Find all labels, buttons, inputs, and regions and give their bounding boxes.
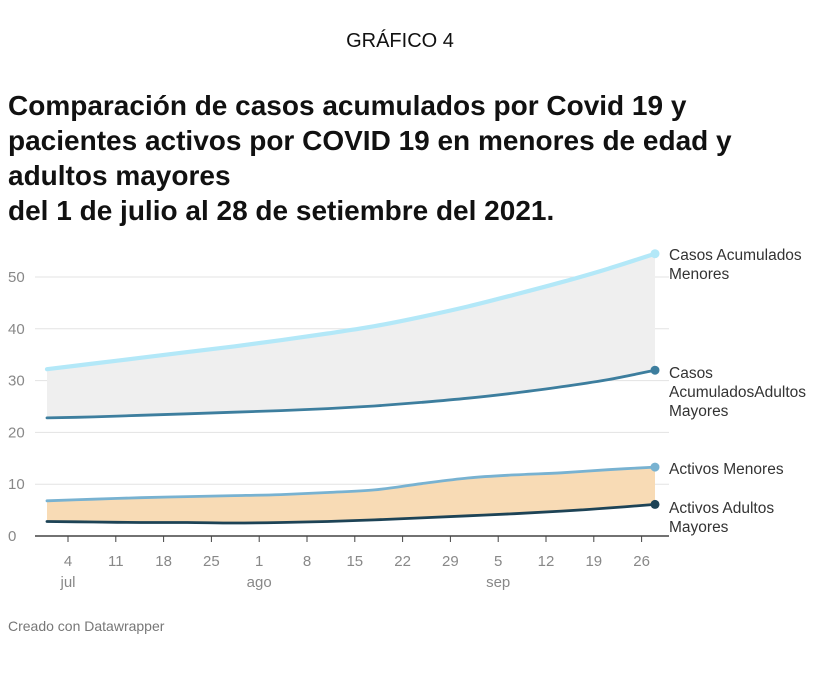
x-tick-label: 15	[346, 553, 363, 570]
series-label-casos_adultos: Casos AcumuladosAdultos Mayores	[669, 365, 806, 420]
x-tick-label: 1	[255, 553, 263, 570]
y-tick-label: 40	[8, 321, 25, 338]
series-line-casos_adultos	[45, 368, 657, 420]
chart-title-line-1: Comparación de casos acumulados por Covi…	[8, 90, 687, 121]
x-month-label: sep	[486, 574, 510, 591]
series-label-casos_menores: Casos Acumulados Menores	[669, 247, 802, 283]
y-tick-label: 50	[8, 269, 25, 286]
series-label-activos_menores: Activos Menores	[669, 461, 784, 478]
x-tick-label: 29	[442, 553, 459, 570]
series-label-line: Mayores	[669, 403, 729, 420]
x-tick-label: 11	[108, 553, 124, 570]
series-label-line: Mayores	[669, 519, 729, 536]
chart-title: Comparación de casos acumulados por Covi…	[8, 88, 808, 228]
x-tick-label: 12	[538, 553, 555, 570]
x-tick-label: 26	[633, 553, 650, 570]
series-end-point-activos_menores	[650, 462, 660, 472]
figure-number-label: GRÁFICO 4	[346, 30, 454, 52]
series-line-casos_menores	[44, 251, 658, 372]
x-tick-label: 18	[155, 553, 172, 570]
series-label-line: Casos Acumulados	[669, 247, 802, 264]
series-label-line: Activos Adultos	[669, 500, 774, 517]
y-tick-label: 20	[8, 424, 25, 441]
x-tick-label: 8	[303, 553, 311, 570]
series-end-point-activos_adultos	[650, 499, 660, 509]
chart-title-line-4: del 1 de julio al 28 de setiembre del 20…	[8, 195, 555, 226]
area-activos	[47, 467, 655, 523]
x-tick-label: 19	[585, 553, 602, 570]
chart-title-line-3: adultos mayores	[8, 160, 231, 191]
x-month-label: jul	[59, 574, 75, 591]
y-tick-label: 0	[8, 528, 16, 545]
credit-footer: Creado con Datawrapper	[8, 618, 165, 634]
x-tick-label: 4	[64, 553, 72, 570]
series-label-line: Menores	[669, 266, 730, 283]
series-label-activos_adultos: Activos Adultos Mayores	[669, 500, 774, 536]
y-tick-label: 10	[8, 476, 25, 493]
series-label-line: Activos Menores	[669, 461, 784, 478]
series-label-line: Casos	[669, 365, 713, 382]
x-tick-label: 22	[394, 553, 411, 570]
series-end-point-casos_adultos	[650, 365, 660, 375]
series-label-line: AcumuladosAdultos	[669, 384, 806, 401]
area-casos-acumulados	[47, 253, 655, 418]
x-tick-label: 25	[203, 553, 220, 570]
chart-title-line-2: pacientes activos por COVID 19 en menore…	[8, 125, 732, 156]
y-tick-label: 30	[8, 373, 25, 390]
x-tick-label: 5	[494, 553, 502, 570]
series-end-point-casos_menores	[650, 249, 660, 259]
series-line-activos_menores	[45, 465, 657, 503]
series-line-activos_adultos	[45, 503, 657, 525]
x-month-label: ago	[247, 574, 272, 591]
